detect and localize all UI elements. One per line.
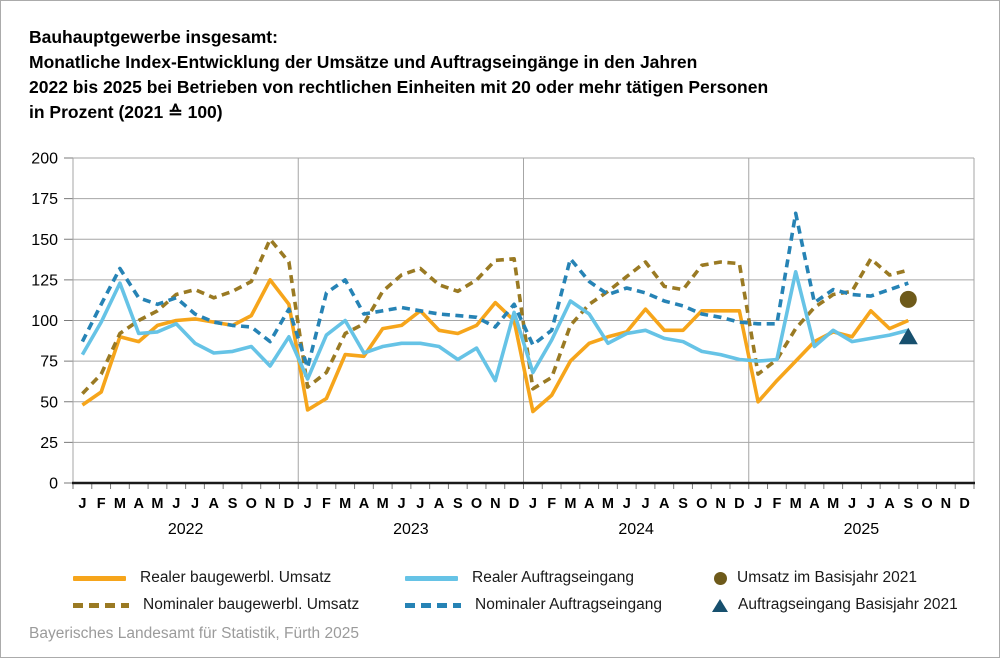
series-3 xyxy=(80,211,909,370)
nominaler-auftragseingang-dash-swatch xyxy=(405,602,461,608)
basisjahr-umsatz-marker xyxy=(899,290,917,308)
realer-umsatz-line-swatch xyxy=(73,575,126,581)
svg-text:M: M xyxy=(790,496,802,512)
svg-text:N: N xyxy=(265,496,275,512)
svg-text:0: 0 xyxy=(49,476,58,493)
svg-text:2023: 2023 xyxy=(393,521,429,538)
title-line-4: in Prozent (2021 ≙ 100) xyxy=(29,102,223,122)
svg-text:F: F xyxy=(547,496,556,512)
svg-text:50: 50 xyxy=(40,394,58,411)
chart-title: Bauhauptgewerbe insgesamt: Monatliche In… xyxy=(29,25,979,125)
svg-text:A: A xyxy=(434,496,445,512)
svg-text:S: S xyxy=(228,496,238,512)
svg-text:2024: 2024 xyxy=(618,521,654,538)
nominaler-umsatz-dash-swatch xyxy=(73,602,129,608)
legend-label: Nominaler Auftragseingang xyxy=(475,596,662,613)
svg-text:J: J xyxy=(397,496,405,512)
year-labels: 2022 2023 2024 2025 xyxy=(168,521,879,538)
svg-text:D: D xyxy=(284,496,294,512)
svg-text:J: J xyxy=(848,496,856,512)
svg-text:O: O xyxy=(921,496,932,512)
svg-text:A: A xyxy=(133,496,144,512)
legend-label: Auftragseingang Basisjahr 2021 xyxy=(738,596,958,613)
svg-text:J: J xyxy=(78,496,86,512)
svg-text:J: J xyxy=(529,496,537,512)
gridlines xyxy=(64,157,975,484)
svg-text:M: M xyxy=(339,496,351,512)
umsatz-basisjahr-dot-icon xyxy=(714,571,727,585)
svg-text:2025: 2025 xyxy=(844,521,880,538)
svg-text:O: O xyxy=(471,496,482,512)
legend-item-realer-auftragseingang: Realer Auftragseingang xyxy=(405,569,634,587)
svg-text:A: A xyxy=(584,496,595,512)
svg-text:100: 100 xyxy=(31,313,58,330)
svg-text:25: 25 xyxy=(40,435,58,452)
svg-text:F: F xyxy=(772,496,781,512)
svg-text:A: A xyxy=(209,496,220,512)
svg-text:A: A xyxy=(809,496,820,512)
svg-text:A: A xyxy=(884,496,895,512)
legend-label: Realer baugewerbl. Umsatz xyxy=(140,569,332,586)
svg-text:J: J xyxy=(304,496,312,512)
svg-text:75: 75 xyxy=(40,354,58,371)
svg-text:F: F xyxy=(97,496,106,512)
title-line-3: 2022 bis 2025 bei Betrieben von rechtlic… xyxy=(29,77,769,97)
svg-text:O: O xyxy=(246,496,257,512)
svg-text:M: M xyxy=(151,496,163,512)
svg-text:D: D xyxy=(509,496,519,512)
svg-text:M: M xyxy=(377,496,389,512)
svg-text:M: M xyxy=(827,496,839,512)
svg-text:A: A xyxy=(659,496,670,512)
svg-text:J: J xyxy=(867,496,875,512)
legend-item-realer-umsatz: Realer baugewerbl. Umsatz xyxy=(73,569,331,587)
legend-item-nominaler-auftragseingang: Nominaler Auftragseingang xyxy=(405,596,662,614)
legend-label: Umsatz im Basisjahr 2021 xyxy=(737,569,918,586)
svg-text:J: J xyxy=(191,496,199,512)
svg-text:S: S xyxy=(453,496,463,512)
svg-text:200: 200 xyxy=(31,151,58,168)
svg-text:175: 175 xyxy=(31,191,58,208)
legend-label: Nominaler baugewerbl. Umsatz xyxy=(143,596,360,613)
legend-label: Realer Auftragseingang xyxy=(472,569,635,586)
series-1 xyxy=(81,237,909,395)
svg-text:2022: 2022 xyxy=(168,521,204,538)
auftragseingang-basisjahr-triangle-icon xyxy=(712,598,728,612)
svg-text:J: J xyxy=(754,496,762,512)
svg-text:150: 150 xyxy=(31,232,58,249)
source-attribution: Bayerisches Landesamt für Statistik, Für… xyxy=(29,625,359,642)
svg-text:S: S xyxy=(678,496,688,512)
y-axis-labels: 0 25 50 75 100 125 150 175 200 xyxy=(31,151,58,493)
svg-text:J: J xyxy=(172,496,180,512)
svg-text:N: N xyxy=(490,496,500,512)
svg-text:J: J xyxy=(623,496,631,512)
series-2 xyxy=(80,269,909,383)
basisjahr-auftragseingang-marker xyxy=(898,327,918,345)
svg-text:D: D xyxy=(959,496,969,512)
svg-text:S: S xyxy=(903,496,913,512)
legend-item-auftragseingang-basisjahr: Auftragseingang Basisjahr 2021 xyxy=(712,596,958,614)
svg-text:A: A xyxy=(359,496,370,512)
svg-text:D: D xyxy=(734,496,744,512)
title-line-1: Bauhauptgewerbe insgesamt: xyxy=(29,27,278,47)
title-line-2: Monatliche Index-Entwicklung der Umsätze… xyxy=(29,52,698,72)
svg-text:O: O xyxy=(696,496,707,512)
svg-text:J: J xyxy=(641,496,649,512)
svg-text:F: F xyxy=(322,496,331,512)
svg-text:M: M xyxy=(114,496,126,512)
svg-text:N: N xyxy=(941,496,951,512)
svg-text:M: M xyxy=(602,496,614,512)
legend-item-nominaler-umsatz: Nominaler baugewerbl. Umsatz xyxy=(73,596,359,614)
svg-text:J: J xyxy=(416,496,424,512)
svg-text:M: M xyxy=(564,496,576,512)
legend-item-umsatz-basisjahr: Umsatz im Basisjahr 2021 xyxy=(714,569,917,587)
svg-text:125: 125 xyxy=(31,272,58,289)
realer-auftragseingang-line-swatch xyxy=(405,575,458,581)
svg-text:N: N xyxy=(715,496,725,512)
